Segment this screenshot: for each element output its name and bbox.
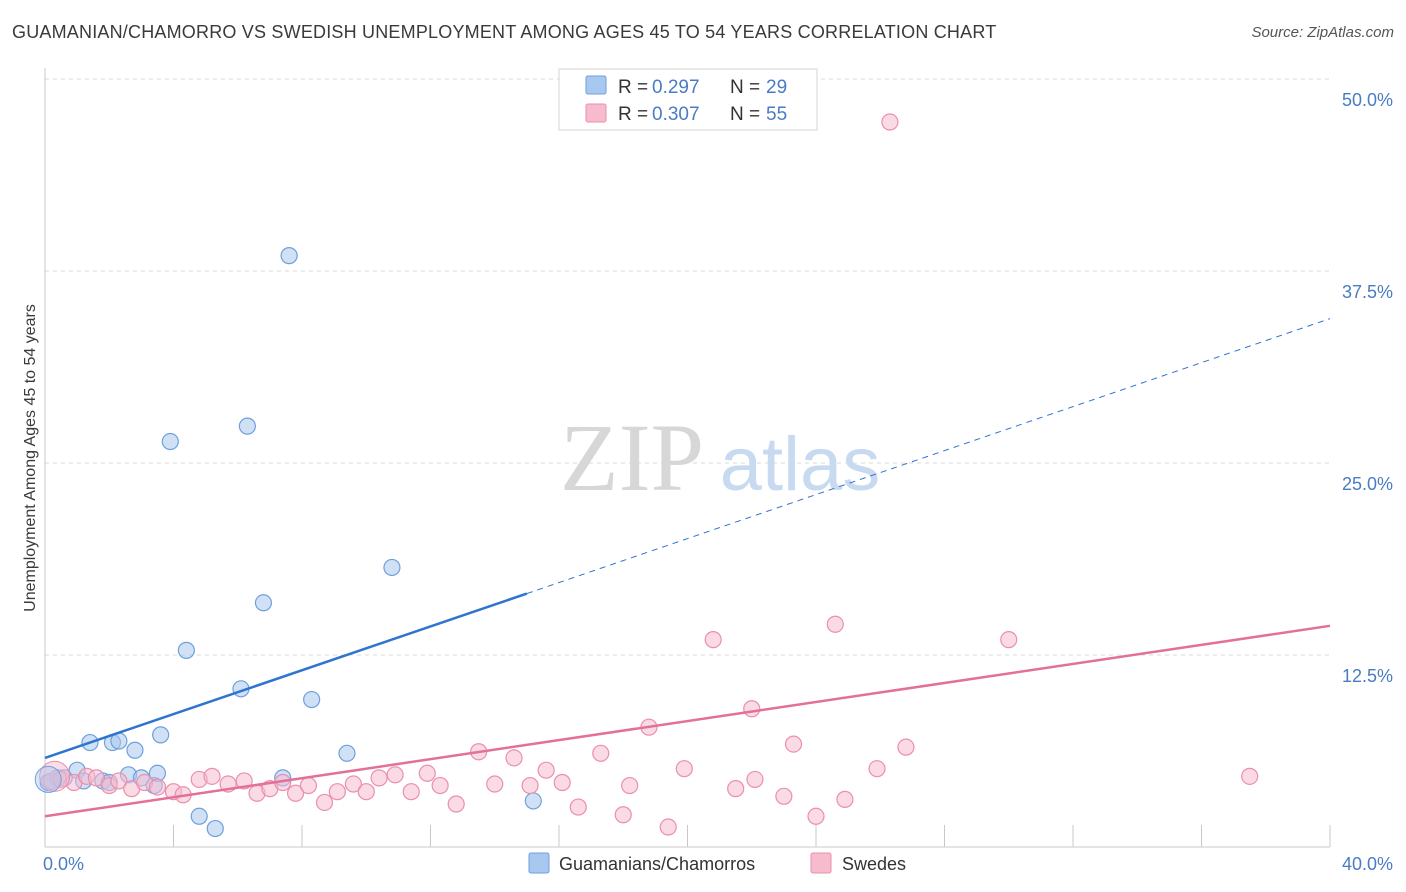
tick-labels: 12.5% 25.0% 37.5% 50.0% 0.0% 40.0%: [43, 90, 1393, 874]
swede-point-47: [775, 787, 793, 805]
swede-point-55: [1000, 631, 1018, 649]
y-axis-label: Unemployment Among Ages 45 to 54 years: [22, 304, 39, 612]
source-credit: Source: ZipAtlas.com: [1251, 24, 1394, 41]
swede-point-35: [537, 761, 555, 779]
guamanian-point-14: [177, 641, 195, 659]
guamanian-point-23: [338, 744, 356, 762]
x-tick-label-min: 0.0%: [43, 854, 84, 874]
bottom-legend-label-pink: Swedes: [842, 854, 906, 874]
legend-r-label-pink: R =: [618, 104, 648, 125]
legend-swatch-pink: [585, 103, 607, 123]
guamanian-point-18: [238, 417, 256, 435]
watermark-zip: ZIP: [560, 404, 704, 511]
legend-r-label-blue: R =: [618, 77, 648, 98]
legend-n-label-blue: N =: [730, 77, 760, 98]
series-legend: Guamanians/Chamorros Swedes: [528, 852, 906, 874]
guamanian-point-8: [126, 741, 144, 759]
x-tick-label-max: 40.0%: [1342, 854, 1393, 874]
swede-point-39: [614, 806, 632, 824]
swede-point-36: [553, 773, 571, 792]
y-tick-label-0: 12.5%: [1342, 666, 1393, 686]
swede-point-38: [592, 744, 610, 762]
chart-title: GUAMANIAN/CHAMORRO VS SWEDISH UNEMPLOYME…: [12, 22, 997, 42]
swede-point-56: [1241, 767, 1259, 785]
swede-point-30: [447, 795, 465, 813]
guamanian-trend-line: [44, 592, 528, 760]
y-tick-label-2: 37.5%: [1342, 282, 1393, 302]
swede-point-27: [402, 783, 420, 801]
swede-point-cluster: [39, 760, 71, 792]
swede-point-6: [110, 772, 128, 790]
swede-point-20: [299, 776, 318, 795]
swede-point-13: [203, 767, 221, 785]
swede-point-43: [675, 760, 693, 778]
guamanian-point-13: [161, 432, 179, 451]
swede-point-40: [621, 776, 639, 795]
legend-n-value-blue: 29: [766, 77, 787, 98]
correlation-legend: R = 0.297 N = 29 R = 0.307 N = 55: [558, 68, 818, 131]
swede-point-52: [868, 760, 886, 778]
swede-point-50: [826, 615, 844, 633]
axes: [44, 68, 1331, 848]
bottom-legend-swatch-blue: [528, 852, 550, 874]
swede-point-45: [727, 780, 745, 798]
swede-point-37: [569, 798, 587, 816]
bottom-legend-label-blue: Guamanians/Chamorros: [559, 854, 755, 874]
swede-point-26: [386, 766, 404, 784]
swede-point-19: [286, 784, 305, 802]
y-tick-label-1: 25.0%: [1342, 474, 1393, 494]
watermark-atlas: atlas: [720, 422, 881, 507]
guamanian-point-15: [190, 807, 208, 825]
swede-point-49: [807, 807, 825, 825]
swede-trend-line: [44, 624, 1331, 818]
swede-point-28: [418, 764, 436, 782]
trend-lines: [44, 318, 1331, 818]
guamanian-point-24: [383, 558, 401, 577]
guamanian-point-12: [152, 726, 170, 744]
legend-swatch-blue: [585, 75, 607, 95]
swede-point-51: [836, 790, 854, 808]
guamanian-point-16: [206, 819, 224, 838]
gridlines: [45, 78, 1330, 656]
legend-n-value-pink: 55: [766, 104, 787, 125]
legend-r-value-pink: 0.307: [652, 104, 700, 125]
guamanian-trend-extension: [526, 318, 1331, 595]
guamanian-point-25: [524, 792, 542, 810]
swede-point-32: [486, 775, 504, 793]
swede-point-42: [659, 818, 677, 836]
guamanian-point-21: [280, 247, 298, 265]
guamanian-point-19: [254, 594, 273, 612]
swede-point-33: [505, 749, 523, 767]
legend-n-label-pink: N =: [730, 104, 760, 125]
swede-point-4: [87, 769, 106, 787]
watermark: ZIP atlas: [560, 404, 880, 511]
y-tick-label-3: 50.0%: [1342, 90, 1393, 110]
guamanian-point-22: [303, 690, 321, 709]
swede-point-22: [328, 783, 346, 801]
swede-point-21: [315, 793, 334, 812]
swede-point-29: [431, 776, 449, 795]
swede-point-34: [521, 776, 539, 795]
swede-point-25: [370, 769, 388, 787]
bottom-legend-swatch-pink: [810, 852, 832, 874]
swede-point-48: [784, 735, 803, 753]
legend-r-value-blue: 0.297: [652, 77, 700, 98]
swede-point-23: [344, 775, 362, 793]
swede-point-46: [746, 770, 764, 789]
guamanian-point-cluster: [34, 765, 62, 793]
swede-point-53: [881, 113, 899, 131]
swede-point-54: [897, 738, 915, 756]
swede-point-44: [704, 631, 722, 649]
swede-point-57: [743, 700, 761, 718]
swede-point-24: [357, 783, 375, 801]
swede-point-9: [148, 778, 167, 796]
